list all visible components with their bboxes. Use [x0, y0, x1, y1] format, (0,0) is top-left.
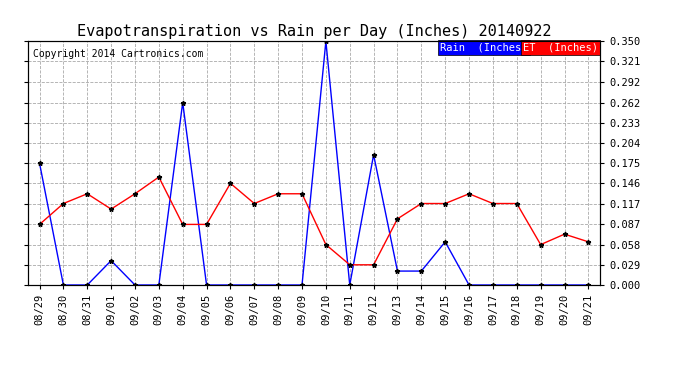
Text: Copyright 2014 Cartronics.com: Copyright 2014 Cartronics.com	[33, 49, 204, 58]
Title: Evapotranspiration vs Rain per Day (Inches) 20140922: Evapotranspiration vs Rain per Day (Inch…	[77, 24, 551, 39]
Text: Rain  (Inches): Rain (Inches)	[440, 42, 527, 52]
Text: ET  (Inches): ET (Inches)	[523, 42, 598, 52]
